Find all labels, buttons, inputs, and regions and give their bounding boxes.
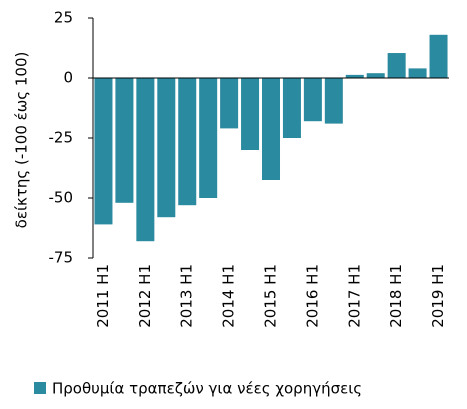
bar (241, 78, 260, 150)
y-tick-label: 0 (63, 69, 73, 87)
bar (324, 78, 343, 124)
x-tick-label: 2019 H1 (429, 264, 447, 328)
y-tick-label: -50 (49, 189, 74, 207)
legend-swatch (34, 382, 46, 394)
y-tick-label: -75 (49, 249, 74, 267)
x-tick-label: 2013 H1 (178, 264, 196, 328)
legend-label: Προθυμία τραπεζών για νέες χορηγήσεις (52, 380, 362, 398)
x-tick-label: 2014 H1 (220, 264, 238, 328)
bar (429, 34, 448, 78)
bar (94, 78, 113, 225)
bar (220, 78, 239, 129)
bar (261, 78, 281, 180)
bar (157, 78, 176, 218)
bar (199, 78, 218, 198)
x-tick-label: 2011 H1 (94, 264, 112, 328)
x-tick-label: 2017 H1 (345, 264, 363, 328)
x-tick-label: 2015 H1 (262, 264, 280, 328)
x-tick-label: 2018 H1 (387, 264, 405, 328)
x-tick-label: 2012 H1 (136, 264, 154, 328)
bar (178, 78, 197, 206)
x-tick-label: 2016 H1 (303, 264, 321, 328)
bar (387, 53, 406, 78)
bar (345, 74, 364, 78)
bar (303, 78, 322, 122)
bar (408, 68, 427, 78)
bar (366, 73, 385, 78)
bar (282, 78, 301, 138)
y-axis-label: δείκτης (-100 έως 100) (13, 52, 31, 229)
bar (115, 78, 134, 203)
y-tick-label: -25 (49, 129, 74, 147)
bar (136, 78, 155, 242)
y-tick-label: 25 (54, 9, 73, 27)
